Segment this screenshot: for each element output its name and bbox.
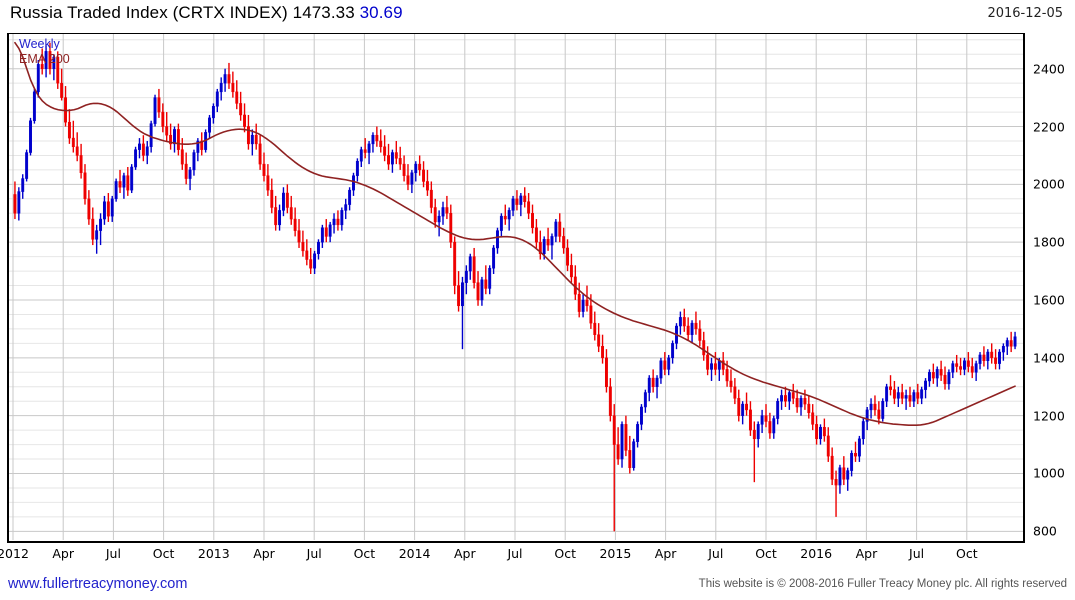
x-axis-tick: 2016	[800, 546, 833, 561]
as-of-date: 2016-12-05	[987, 6, 1063, 21]
x-axis-tick: Oct	[353, 546, 376, 561]
x-axis-tick: 2013	[197, 546, 230, 561]
grid-layer	[9, 34, 1023, 540]
y-axis-tick: 1200	[1033, 408, 1065, 424]
x-axis-tick: Oct	[755, 546, 777, 561]
instrument-title: Russia Traded Index (CRTX INDEX) 1473.33	[10, 3, 355, 22]
x-axis-tick: 2014	[398, 546, 431, 561]
y-axis-tick: 1000	[1033, 465, 1065, 481]
legend-weekly: Weekly	[19, 37, 60, 51]
x-axis-tick: 2015	[599, 546, 632, 561]
x-axis-tick: Oct	[152, 546, 175, 561]
y-axis-tick: 1600	[1033, 292, 1065, 308]
x-axis-tick: Jul	[909, 546, 925, 561]
page-title: Russia Traded Index (CRTX INDEX) 1473.33…	[10, 3, 403, 23]
price-change: 30.69	[359, 3, 403, 22]
y-axis-labels: 800 1000 1200 1400 1600 1800 2000 2200 2400	[1027, 33, 1075, 543]
y-axis-tick: 800	[1033, 523, 1057, 539]
y-axis-tick: 2200	[1033, 119, 1065, 135]
chart-footer: www.fullertreacymoney.com This website i…	[0, 572, 1075, 600]
x-axis-tick: Jul	[105, 546, 121, 561]
x-axis-tick: Oct	[955, 546, 978, 561]
chart-header: Russia Traded Index (CRTX INDEX) 1473.33…	[0, 0, 1075, 26]
y-axis-tick: 1800	[1033, 234, 1065, 250]
x-axis-tick: Jul	[507, 546, 523, 561]
x-axis-tick: Apr	[453, 546, 476, 561]
y-axis-tick: 2000	[1033, 176, 1065, 192]
site-url-link[interactable]: www.fullertreacymoney.com	[8, 576, 188, 592]
x-axis-tick: Jul	[306, 546, 322, 561]
copyright-text: This website is © 2008-2016 Fuller Treac…	[698, 578, 1067, 590]
x-axis-tick: Apr	[654, 546, 677, 561]
y-axis-tick: 1400	[1033, 350, 1065, 366]
x-axis-tick: Apr	[52, 546, 74, 561]
x-axis-tick: 2012	[0, 546, 29, 561]
plot-frame[interactable]: Weekly EMA 200	[7, 33, 1025, 543]
chart-area[interactable]: Weekly EMA 200	[7, 33, 1025, 543]
legend-ema-200: EMA 200	[19, 52, 70, 66]
x-axis-tick: Jul	[708, 546, 724, 561]
x-axis-labels: 2012 Apr Jul Oct 2013 Apr Jul Oct 2014 Apr Jul Oct 2…	[0, 546, 1025, 566]
x-axis-tick: Oct	[554, 546, 576, 561]
price-series-layer	[13, 41, 1017, 532]
chart-legend: Weekly EMA 200	[19, 37, 70, 67]
y-axis-tick: 2400	[1033, 61, 1065, 77]
x-axis-tick: Apr	[253, 546, 275, 561]
x-axis-tick: Apr	[855, 546, 878, 561]
